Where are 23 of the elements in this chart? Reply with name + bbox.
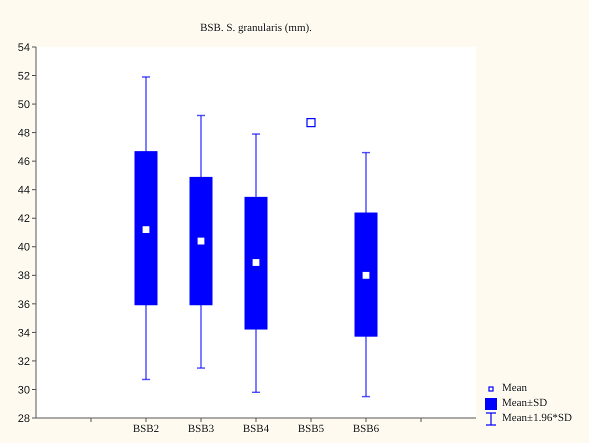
y-tick-label: 50 xyxy=(18,98,30,111)
y-tick-label: 44 xyxy=(18,184,30,197)
text: Mean±1.96*SD xyxy=(502,411,572,426)
x-tick-label: BSB2 xyxy=(132,422,160,435)
y-tick-label: 38 xyxy=(18,270,30,282)
x-tick-label: BSB6 xyxy=(352,422,380,435)
y-tick-label: 34 xyxy=(18,327,30,340)
x-tick-label: BSB5 xyxy=(298,422,325,435)
text: Mean±SD xyxy=(502,396,548,411)
x-tick-label: BSB3 xyxy=(188,422,215,435)
y-tick-label: 42 xyxy=(18,213,30,226)
y-tick-label: 28 xyxy=(18,412,30,425)
y-tick-label: 46 xyxy=(18,156,30,168)
y-tick-label: 30 xyxy=(18,384,30,396)
y-tick-label: 40 xyxy=(18,242,30,254)
y-tick-label: 48 xyxy=(18,128,30,140)
y-tick-label: 32 xyxy=(18,356,30,368)
text: Mean xyxy=(502,381,528,396)
y-tick-label: 52 xyxy=(18,70,30,82)
chart-title: BSB. S. granularis (mm). xyxy=(199,22,313,34)
y-tick-label: 54 xyxy=(18,42,30,54)
x-tick-label: BSB4 xyxy=(242,422,270,435)
y-tick-label: 36 xyxy=(18,298,30,311)
